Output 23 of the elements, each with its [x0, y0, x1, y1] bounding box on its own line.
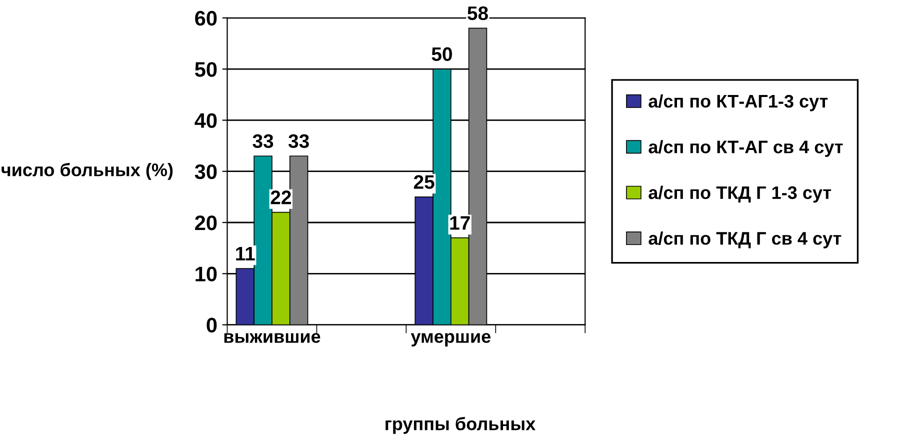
- y-tick-label: 40: [194, 113, 217, 128]
- y-tick-label: 0: [206, 318, 217, 333]
- data-label: 50: [432, 47, 452, 62]
- y-tick-label: 50: [194, 62, 217, 77]
- legend-label: а/сп по ТКД Г св 4 сут: [648, 232, 842, 248]
- data-label: 33: [252, 134, 274, 148]
- data-label: 58: [468, 6, 488, 20]
- data-label: 25: [414, 175, 434, 189]
- x-tick-label: умершие: [410, 333, 491, 346]
- x-axis-title: группы больных: [386, 416, 536, 434]
- legend-label: а/сп по КТ-АГ св 4 сут: [648, 140, 843, 157]
- legend-label: а/сп по ТКД Г 1-3 сут: [648, 186, 832, 203]
- y-tick-label: 30: [194, 164, 217, 180]
- data-label: 17: [450, 216, 470, 230]
- y-tick-label: 20: [195, 216, 217, 230]
- x-tick-label: выжившие: [224, 333, 320, 343]
- data-label: 33: [288, 134, 309, 148]
- y-tick-label: 60: [195, 10, 217, 26]
- legend-label: а/сп по КТ-АГ1-3 сут: [648, 94, 828, 112]
- y-axis-title: число больных (%): [2, 162, 173, 180]
- y-tick-label: 10: [196, 266, 217, 282]
- data-label: 11: [236, 246, 255, 260]
- data-label: 22: [270, 190, 291, 204]
